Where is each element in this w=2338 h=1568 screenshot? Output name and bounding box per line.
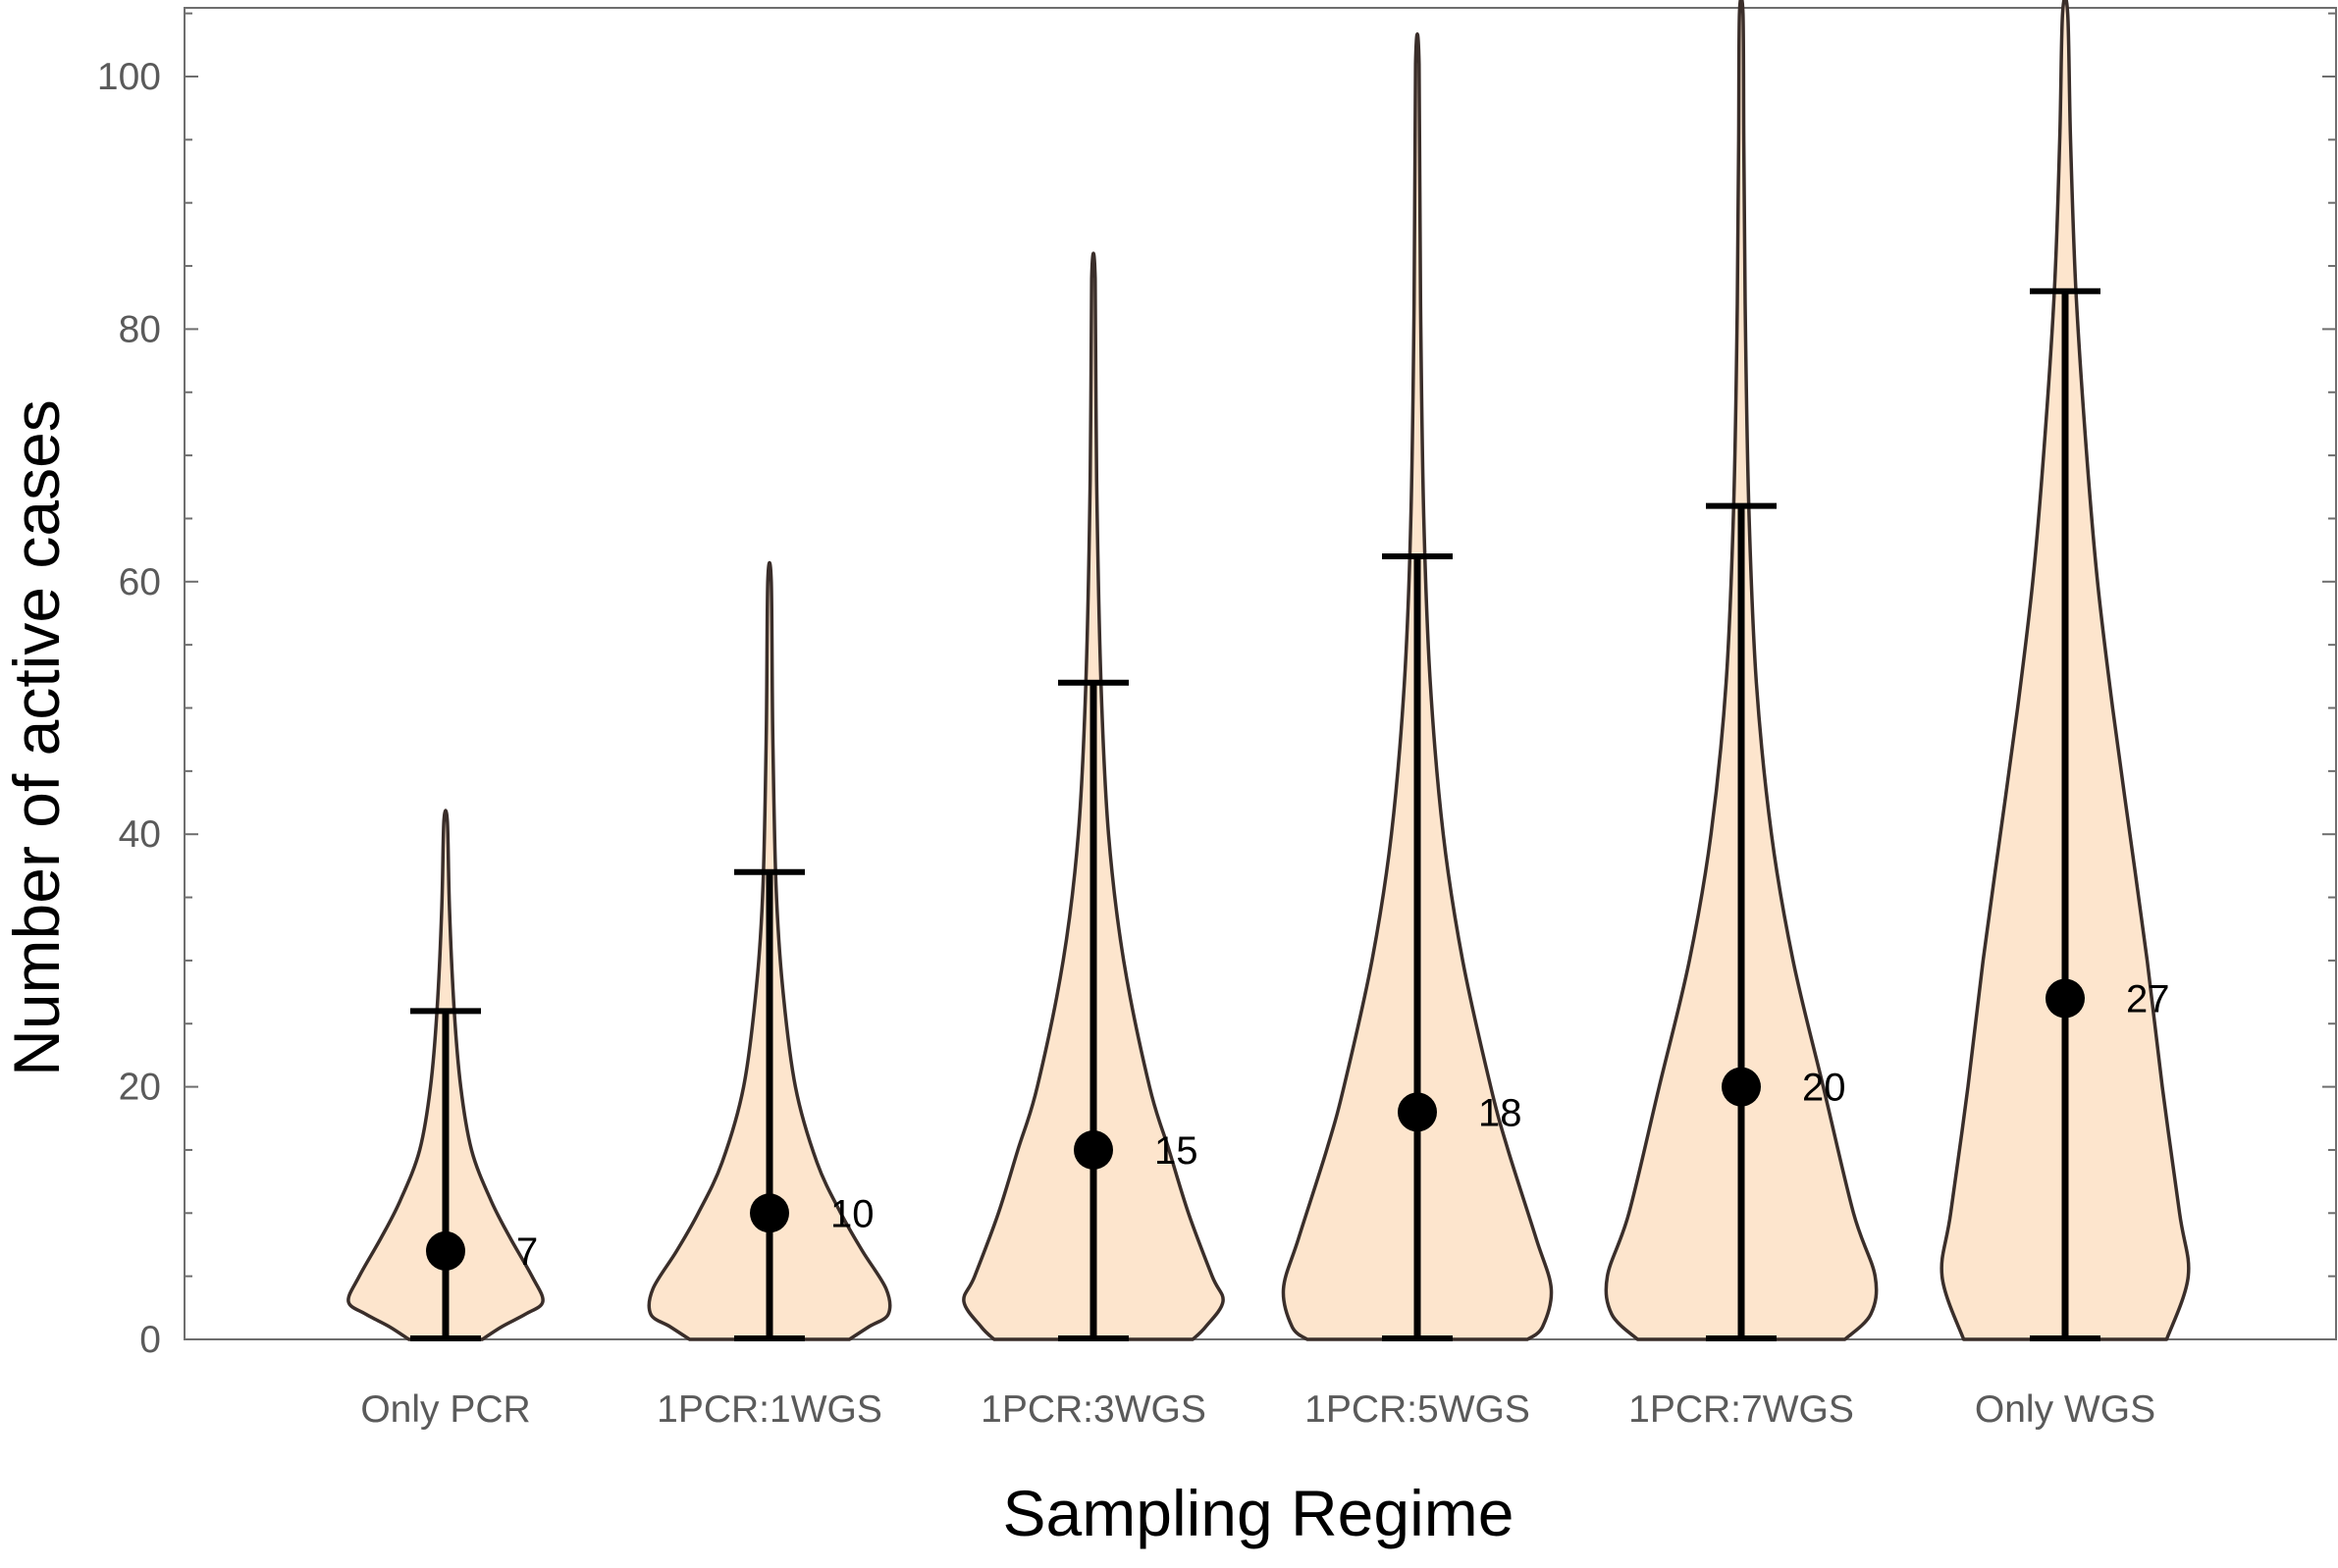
y-tick-label: 60 (119, 561, 161, 603)
median-label: 7 (516, 1230, 538, 1274)
x-category-label: 1PCR:5WGS (1304, 1388, 1530, 1431)
median-label: 18 (1478, 1091, 1522, 1134)
median-label: 15 (1154, 1129, 1198, 1173)
x-category-label: Only PCR (360, 1388, 530, 1431)
y-tick-label: 40 (119, 813, 161, 856)
y-axis-title: Number of active cases (0, 399, 73, 1076)
median-point (1722, 1067, 1761, 1107)
x-category-label: 1PCR:1WGS (657, 1388, 882, 1431)
median-label: 10 (830, 1192, 875, 1235)
y-tick-label: 0 (139, 1319, 161, 1361)
plot-frame (184, 7, 2337, 1340)
y-tick-label: 100 (97, 56, 161, 98)
x-category-label: 1PCR:3WGS (981, 1388, 1206, 1431)
y-tick-label: 20 (119, 1067, 161, 1109)
x-category-label: Only WGS (1975, 1388, 2155, 1431)
median-point (2046, 978, 2085, 1019)
y-tick-label: 80 (119, 308, 161, 350)
median-point (1398, 1092, 1437, 1132)
x-category-label: 1PCR:7WGS (1628, 1388, 1854, 1431)
median-point (750, 1193, 789, 1233)
x-axis-title: Sampling Regime (1003, 1477, 1514, 1549)
median-label: 20 (1802, 1067, 1846, 1110)
median-label: 27 (2126, 978, 2170, 1021)
median-point (426, 1230, 465, 1271)
median-point (1074, 1129, 1113, 1170)
